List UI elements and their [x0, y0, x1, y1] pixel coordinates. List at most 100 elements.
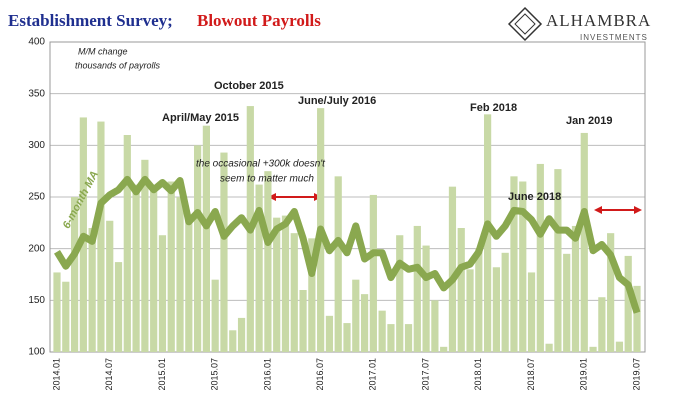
x-tick-label: 2015.01 — [157, 358, 167, 391]
x-tick-label: 2018.01 — [473, 358, 483, 391]
bar — [527, 272, 536, 352]
bar — [615, 341, 624, 352]
logo-name: ALHAMBRA — [546, 11, 651, 30]
y-tick-label: 300 — [28, 140, 45, 151]
y-tick-label: 250 — [28, 192, 45, 203]
bar — [466, 269, 474, 352]
x-tick-label: 2016.01 — [262, 358, 272, 391]
x-tick-label: 2016.07 — [315, 358, 325, 391]
arrows — [268, 193, 642, 214]
annotation: October 2015 — [214, 80, 284, 92]
bar — [510, 176, 518, 352]
annotation: April/May 2015 — [162, 112, 239, 124]
bar — [343, 323, 351, 352]
bar — [369, 194, 377, 352]
x-tick-label: 2015.07 — [210, 358, 220, 391]
x-tick-label: 2017.01 — [368, 358, 378, 391]
bar — [141, 159, 149, 352]
y-tick-label: 200 — [28, 243, 45, 254]
bar — [185, 217, 193, 352]
bar — [387, 324, 395, 352]
chart-title: Establishment Survey; — [8, 11, 173, 30]
bar — [519, 181, 527, 352]
bar — [378, 310, 386, 352]
x-tick-label: 2014.07 — [104, 358, 114, 391]
logo-sub: INVESTMENTS — [580, 33, 648, 42]
bar — [97, 121, 105, 352]
x-tick-label: 2014.01 — [51, 358, 61, 391]
bar — [607, 233, 615, 352]
logo-icon — [507, 6, 543, 42]
bar — [264, 171, 272, 352]
bar — [88, 228, 96, 352]
y-tick-label: 400 — [28, 37, 45, 48]
bar — [563, 253, 571, 352]
bar — [220, 152, 228, 352]
bar — [150, 188, 158, 352]
bar — [457, 228, 465, 352]
x-tick-label: 2019.07 — [631, 358, 641, 391]
bar — [211, 279, 219, 352]
bar — [501, 252, 509, 352]
bar — [440, 346, 448, 352]
bar — [290, 233, 298, 352]
bar — [571, 225, 580, 352]
annotation: the occasional +300k doesn't — [196, 159, 326, 170]
bar — [53, 272, 61, 352]
annotation: Jan 2019 — [566, 115, 612, 127]
bar — [325, 315, 334, 352]
bar — [554, 169, 562, 352]
bar — [70, 197, 79, 352]
x-tick-label: 2017.07 — [420, 358, 430, 391]
bar — [624, 255, 632, 352]
bar — [492, 267, 500, 352]
bar — [448, 186, 457, 352]
bar — [62, 281, 70, 352]
bar — [308, 238, 316, 352]
bar — [299, 290, 307, 352]
bar — [413, 225, 421, 352]
annotation: seem to matter much — [220, 174, 314, 185]
bar — [334, 176, 342, 352]
bar — [598, 297, 606, 352]
y-tick-label: 100 — [28, 347, 45, 358]
bar — [404, 324, 413, 352]
bar — [237, 317, 246, 352]
bar — [536, 163, 544, 352]
bar — [589, 346, 597, 352]
bar — [360, 294, 369, 352]
bar — [158, 235, 167, 352]
bar — [396, 235, 404, 352]
bar — [273, 217, 281, 352]
y-tick-label: 350 — [28, 88, 45, 99]
bar — [194, 145, 202, 352]
annotation: Feb 2018 — [470, 102, 517, 114]
bar — [229, 330, 237, 352]
bar — [475, 248, 483, 352]
bar — [431, 300, 439, 352]
annotation: M/M change — [78, 46, 128, 56]
bar — [580, 132, 588, 352]
chart-title-highlight: Blowout Payrolls — [197, 11, 321, 30]
bar — [633, 285, 641, 352]
annotation: June/July 2016 — [298, 95, 376, 107]
bar — [114, 262, 123, 352]
bar — [132, 184, 140, 352]
bar — [167, 181, 175, 352]
annotation: June 2018 — [508, 191, 561, 203]
y-tick-label: 150 — [28, 295, 45, 306]
bar — [545, 343, 553, 352]
ma-line — [54, 175, 641, 314]
bar — [202, 125, 210, 352]
bar — [123, 135, 131, 352]
bar — [176, 197, 184, 352]
annotation: thousands of payrolls — [75, 60, 161, 70]
x-tick-label: 2018.07 — [526, 358, 536, 391]
logo: ALHAMBRA INVESTMENTS — [507, 6, 651, 42]
bar — [352, 279, 360, 352]
bar — [106, 220, 114, 352]
bar — [281, 215, 290, 352]
bar — [255, 184, 263, 352]
x-tick-label: 2019.01 — [579, 358, 589, 391]
